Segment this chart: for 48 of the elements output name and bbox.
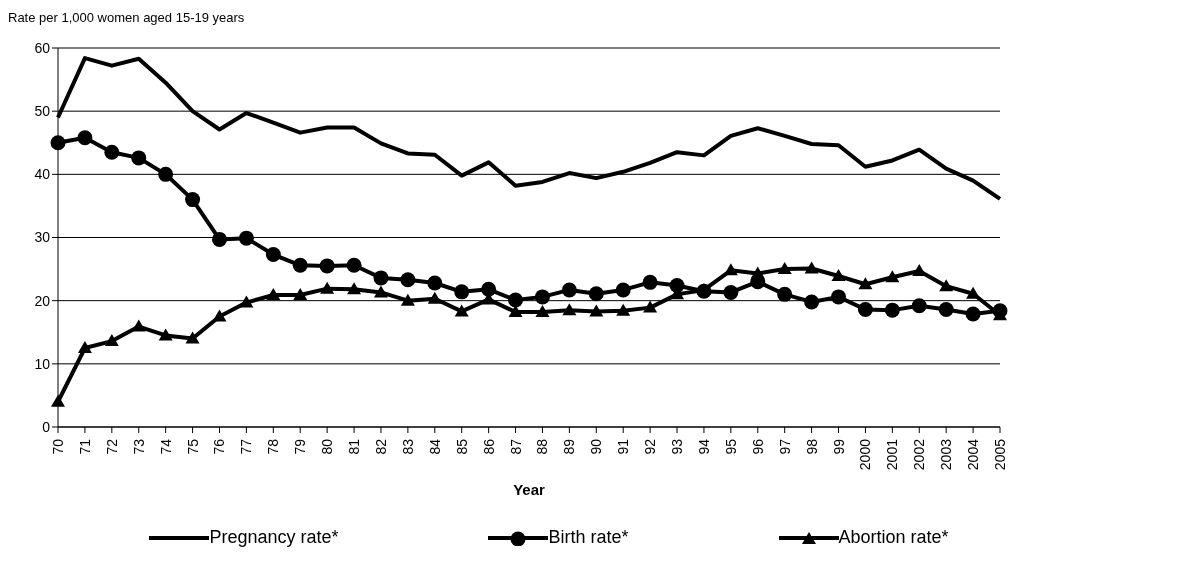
- x-tick-label: 95: [722, 438, 739, 455]
- x-tick-label: 99: [830, 438, 847, 455]
- x-tick-label: 87: [507, 438, 524, 455]
- x-tick-label: 94: [695, 438, 712, 455]
- y-tick-label: 50: [34, 103, 51, 120]
- x-tick-label: 77: [238, 438, 255, 455]
- legend-label: Birth rate*: [548, 527, 629, 548]
- x-tick-label: 70: [50, 438, 66, 455]
- x-tick-label: 91: [615, 438, 632, 455]
- x-tick-label: 80: [319, 438, 336, 455]
- y-tick-label: 30: [34, 229, 51, 246]
- x-tick-label: 83: [399, 438, 416, 455]
- x-tick-label: 85: [453, 438, 470, 455]
- x-tick-label: 93: [669, 438, 686, 455]
- x-tick-label: 89: [561, 438, 578, 455]
- x-tick-label: 73: [130, 438, 147, 455]
- x-tick-label: 2005: [992, 438, 1008, 471]
- x-tick-label: 78: [265, 438, 282, 455]
- x-tick-label: 88: [534, 438, 551, 455]
- x-tick-label: 76: [211, 438, 228, 455]
- y-tick-label: 10: [34, 355, 51, 372]
- x-tick-label: 2002: [911, 438, 928, 471]
- x-tick-label: 81: [346, 438, 363, 455]
- x-axis-title: Year: [513, 481, 546, 498]
- x-tick-label: 84: [426, 438, 443, 455]
- x-tick-label: 74: [157, 438, 174, 455]
- x-tick-label: 86: [480, 438, 497, 455]
- x-tick-label: 2003: [938, 438, 955, 471]
- x-tick-label: 71: [76, 438, 93, 455]
- x-tick-label: 92: [642, 438, 659, 455]
- x-tick-label: 2000: [857, 438, 874, 471]
- x-tick-label: 96: [749, 438, 766, 455]
- y-tick-label: 0: [42, 418, 51, 435]
- legend-label: Abortion rate*: [838, 527, 949, 548]
- x-tick-label: 75: [184, 438, 201, 455]
- y-axis-title: Rate per 1,000 women aged 15-19 years: [8, 10, 245, 25]
- legend-label: Pregnancy rate*: [209, 527, 339, 548]
- y-tick-label: 60: [34, 39, 51, 56]
- y-tick-label: 20: [34, 292, 51, 309]
- x-tick-label: 79: [292, 438, 309, 455]
- x-tick-label: 97: [776, 438, 793, 455]
- x-tick-label: 72: [103, 438, 120, 455]
- x-tick-label: 82: [372, 438, 389, 455]
- x-tick-label: 2004: [965, 438, 982, 471]
- x-tick-label: 2001: [884, 438, 901, 471]
- x-tick-label: 90: [588, 438, 605, 455]
- y-tick-label: 40: [34, 166, 51, 183]
- x-tick-label: 98: [803, 438, 820, 455]
